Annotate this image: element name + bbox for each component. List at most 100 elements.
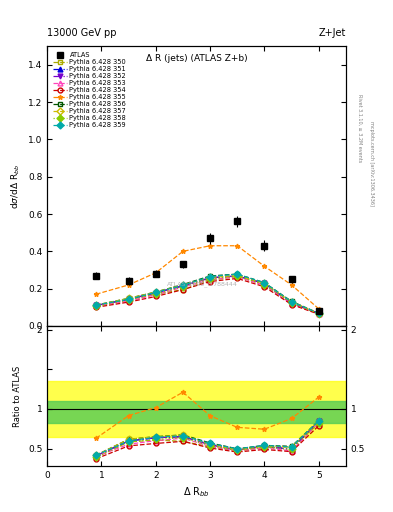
Line: Pythia 6.428 350: Pythia 6.428 350	[94, 274, 321, 316]
Pythia 6.428 358	[180, 284, 185, 290]
Pythia 6.428 357	[126, 295, 131, 302]
Y-axis label: Ratio to ATLAS: Ratio to ATLAS	[13, 366, 22, 426]
Pythia 6.428 350	[289, 298, 294, 305]
Pythia 6.428 359	[126, 296, 131, 303]
Pythia 6.428 354	[126, 299, 131, 305]
Line: Pythia 6.428 356: Pythia 6.428 356	[94, 272, 321, 316]
Pythia 6.428 354	[208, 279, 213, 285]
Pythia 6.428 350	[94, 303, 98, 309]
Pythia 6.428 351	[289, 300, 294, 306]
Pythia 6.428 359	[316, 310, 321, 316]
Pythia 6.428 350	[235, 273, 240, 280]
Pythia 6.428 352	[235, 273, 240, 279]
Pythia 6.428 359	[180, 282, 185, 288]
Pythia 6.428 356	[289, 298, 294, 305]
Pythia 6.428 353	[153, 291, 158, 297]
Pythia 6.428 354	[262, 284, 267, 290]
Pythia 6.428 354	[94, 304, 98, 310]
Pythia 6.428 351	[153, 290, 158, 296]
Pythia 6.428 351	[94, 303, 98, 309]
Pythia 6.428 355	[262, 263, 267, 269]
Pythia 6.428 350	[208, 277, 213, 283]
Pythia 6.428 356	[262, 280, 267, 286]
Pythia 6.428 357	[262, 281, 267, 287]
Line: Pythia 6.428 359: Pythia 6.428 359	[94, 272, 321, 316]
Pythia 6.428 352	[289, 300, 294, 306]
Pythia 6.428 358	[208, 276, 213, 282]
Pythia 6.428 353	[262, 282, 267, 288]
Pythia 6.428 359	[208, 273, 213, 280]
Pythia 6.428 356	[126, 295, 131, 302]
Line: Pythia 6.428 352: Pythia 6.428 352	[94, 273, 321, 316]
Text: Z+Jet: Z+Jet	[318, 28, 346, 38]
Pythia 6.428 352	[126, 296, 131, 303]
Pythia 6.428 350	[316, 311, 321, 317]
Pythia 6.428 358	[153, 291, 158, 297]
Pythia 6.428 357	[235, 272, 240, 279]
Line: Pythia 6.428 354: Pythia 6.428 354	[94, 276, 321, 316]
Pythia 6.428 351	[235, 273, 240, 279]
Pythia 6.428 357	[208, 274, 213, 281]
Pythia 6.428 355	[289, 282, 294, 288]
Pythia 6.428 356	[316, 310, 321, 316]
Line: Pythia 6.428 353: Pythia 6.428 353	[94, 274, 321, 316]
Pythia 6.428 359	[262, 280, 267, 286]
Pythia 6.428 351	[208, 275, 213, 281]
Pythia 6.428 358	[235, 273, 240, 279]
Pythia 6.428 356	[235, 271, 240, 277]
Pythia 6.428 350	[153, 291, 158, 297]
Text: ATLAS_2020_I1788444: ATLAS_2020_I1788444	[167, 281, 238, 287]
Pythia 6.428 356	[208, 273, 213, 279]
Y-axis label: d$\sigma$/d$\Delta$ R$_{bb}$: d$\sigma$/d$\Delta$ R$_{bb}$	[10, 163, 22, 209]
Pythia 6.428 350	[262, 282, 267, 288]
Pythia 6.428 352	[180, 283, 185, 289]
Pythia 6.428 355	[126, 282, 131, 288]
Text: 13000 GeV pp: 13000 GeV pp	[47, 28, 117, 38]
Text: Rivet 3.1.10, ≥ 3.2M events: Rivet 3.1.10, ≥ 3.2M events	[357, 94, 362, 162]
Pythia 6.428 357	[180, 282, 185, 288]
Pythia 6.428 357	[94, 302, 98, 308]
Pythia 6.428 351	[316, 310, 321, 316]
Pythia 6.428 355	[208, 243, 213, 249]
Text: Δ R (jets) (ATLAS Z+b): Δ R (jets) (ATLAS Z+b)	[146, 54, 247, 63]
Line: Pythia 6.428 351: Pythia 6.428 351	[94, 273, 321, 316]
Pythia 6.428 358	[262, 282, 267, 288]
Pythia 6.428 353	[235, 273, 240, 280]
Pythia 6.428 355	[235, 243, 240, 249]
Pythia 6.428 351	[262, 281, 267, 287]
Pythia 6.428 358	[289, 300, 294, 306]
Pythia 6.428 351	[180, 283, 185, 289]
Line: Pythia 6.428 357: Pythia 6.428 357	[94, 273, 321, 316]
Pythia 6.428 354	[289, 302, 294, 308]
Line: Pythia 6.428 355: Pythia 6.428 355	[94, 243, 321, 311]
X-axis label: $\Delta$ R$_{bb}$: $\Delta$ R$_{bb}$	[183, 485, 210, 499]
Pythia 6.428 352	[153, 290, 158, 296]
Pythia 6.428 358	[316, 311, 321, 317]
Pythia 6.428 354	[180, 287, 185, 293]
Text: mcplots.cern.ch [arXiv:1306.3436]: mcplots.cern.ch [arXiv:1306.3436]	[369, 121, 374, 206]
Pythia 6.428 353	[208, 276, 213, 283]
Pythia 6.428 355	[94, 291, 98, 297]
Pythia 6.428 357	[153, 289, 158, 295]
Bar	[47, 401, 346, 423]
Pythia 6.428 354	[153, 293, 158, 300]
Pythia 6.428 353	[180, 284, 185, 290]
Pythia 6.428 356	[180, 282, 185, 288]
Legend: ATLAS, Pythia 6.428 350, Pythia 6.428 351, Pythia 6.428 352, Pythia 6.428 353, P: ATLAS, Pythia 6.428 350, Pythia 6.428 35…	[53, 52, 126, 128]
Pythia 6.428 358	[94, 303, 98, 309]
Pythia 6.428 352	[262, 281, 267, 287]
Pythia 6.428 359	[153, 289, 158, 295]
Pythia 6.428 359	[94, 302, 98, 308]
Pythia 6.428 353	[126, 298, 131, 304]
Pythia 6.428 355	[316, 306, 321, 312]
Bar	[47, 381, 346, 437]
Pythia 6.428 358	[126, 297, 131, 303]
Pythia 6.428 353	[316, 311, 321, 317]
Pythia 6.428 354	[235, 275, 240, 282]
Pythia 6.428 350	[180, 287, 185, 293]
Pythia 6.428 357	[289, 298, 294, 305]
Pythia 6.428 355	[153, 270, 158, 276]
Pythia 6.428 359	[235, 271, 240, 277]
Pythia 6.428 357	[316, 310, 321, 316]
Pythia 6.428 354	[316, 311, 321, 317]
